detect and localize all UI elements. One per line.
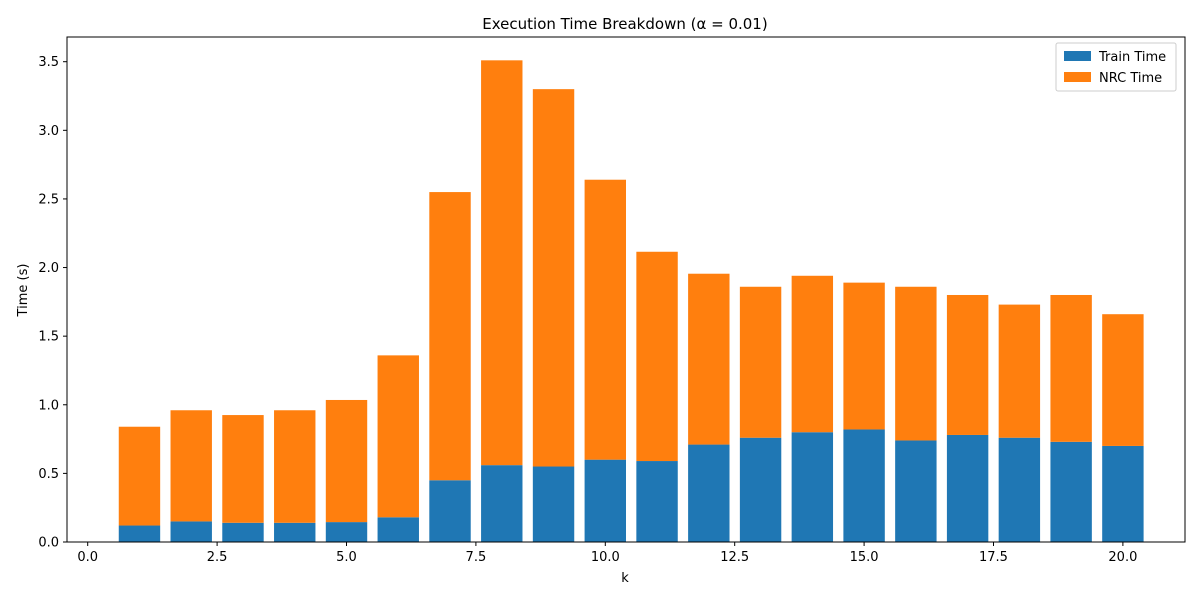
bar-nrc-time-k12 [688, 273, 730, 445]
y-tick-label: 1.0 [38, 398, 59, 413]
legend-label-nrc-time: NRC Time [1099, 71, 1162, 86]
bar-train-time-k1 [118, 525, 161, 542]
bar-train-time-k20 [1102, 445, 1144, 542]
x-tick-label: 2.5 [207, 550, 228, 565]
bar-nrc-time-k13 [739, 286, 782, 438]
x-tick-label: 17.5 [979, 550, 1008, 565]
bar-nrc-time-k20 [1102, 314, 1144, 446]
bar-train-time-k5 [325, 522, 368, 542]
bar-nrc-time-k6 [377, 355, 419, 518]
y-tick-label: 0.0 [38, 536, 59, 551]
legend-label-train-time: Train Time [1098, 50, 1166, 65]
bar-nrc-time-k14 [791, 275, 834, 433]
bar-train-time-k18 [998, 437, 1041, 542]
bar-nrc-time-k10 [584, 179, 626, 460]
x-tick-label: 5.0 [336, 550, 357, 565]
bar-train-time-k11 [636, 461, 678, 542]
bar-nrc-time-k9 [532, 89, 575, 467]
y-axis-label: Time (s) [16, 264, 31, 318]
bar-nrc-time-k18 [998, 304, 1041, 438]
plot-frame [66, 36, 1186, 543]
bar-nrc-time-k16 [895, 286, 937, 441]
bar-train-time-k14 [791, 432, 834, 542]
bar-train-time-k7 [429, 480, 471, 542]
bars-layer [118, 60, 1144, 542]
bar-train-time-k3 [222, 522, 264, 542]
bar-nrc-time-k11 [636, 251, 678, 462]
y-tick-label: 0.5 [38, 467, 59, 482]
bar-nrc-time-k3 [222, 415, 264, 523]
bar-nrc-time-k4 [274, 410, 316, 523]
bar-train-time-k2 [170, 521, 212, 542]
bar-nrc-time-k1 [118, 426, 161, 526]
bar-train-time-k15 [843, 429, 885, 542]
bar-nrc-time-k2 [170, 410, 212, 522]
bar-train-time-k17 [946, 434, 989, 542]
y-tick-label: 2.0 [38, 261, 59, 276]
x-axis-label: k [621, 571, 629, 586]
y-tick-label: 2.5 [38, 192, 59, 207]
x-tick-label: 20.0 [1108, 550, 1137, 565]
legend-swatch-nrc-time [1064, 72, 1091, 82]
x-tick-label: 15.0 [850, 550, 879, 565]
chart-title: Execution Time Breakdown (α = 0.01) [482, 15, 767, 33]
bar-nrc-time-k8 [481, 60, 523, 466]
legend-swatch-train-time [1064, 51, 1091, 61]
y-tick-label: 1.5 [38, 330, 59, 345]
bar-nrc-time-k15 [843, 282, 885, 430]
bar-train-time-k6 [377, 517, 419, 542]
x-tick-label: 10.0 [591, 550, 620, 565]
axes-layer: 0.0 2.5 5.0 7.5 10.0 12.5 15.0 17.5 20.0 0.0 0.5 1.… [38, 36, 1186, 565]
x-tick-label: 7.5 [466, 550, 487, 565]
legend: Train Time NRC Time [1055, 42, 1177, 92]
y-tick-label: 3.0 [38, 124, 59, 139]
x-tick-label: 0.0 [77, 550, 98, 565]
bar-train-time-k16 [895, 440, 937, 542]
bar-train-time-k8 [481, 465, 523, 542]
bar-train-time-k10 [584, 459, 626, 542]
bar-train-time-k9 [532, 466, 575, 542]
bar-nrc-time-k19 [1050, 294, 1092, 442]
y-tick-label: 3.5 [38, 55, 59, 70]
bar-train-time-k12 [688, 444, 730, 542]
bar-train-time-k19 [1050, 441, 1092, 542]
bar-nrc-time-k5 [325, 399, 368, 523]
bar-train-time-k13 [739, 437, 782, 542]
bar-nrc-time-k7 [429, 192, 471, 481]
bar-nrc-time-k17 [946, 294, 989, 435]
x-tick-label: 12.5 [720, 550, 749, 565]
bar-train-time-k4 [274, 522, 316, 542]
